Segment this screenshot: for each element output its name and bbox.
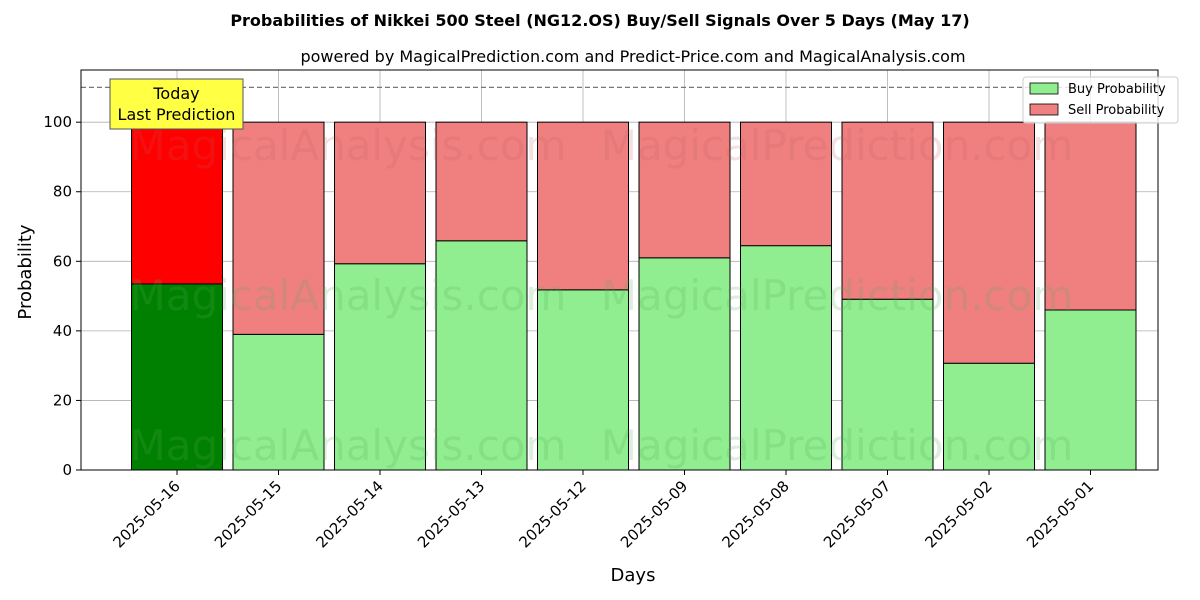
x-axis: 2025-05-16 2025-05-15 2025-05-14 2025-05-13… xyxy=(109,470,1097,551)
y-tick-label: 0 xyxy=(62,461,72,479)
x-axis-label: Days xyxy=(611,565,656,586)
bar-buy-2025-05-12 xyxy=(537,289,629,471)
legend-swatch-sell xyxy=(1029,103,1059,116)
y-tick-label: 40 xyxy=(53,322,72,340)
x-tick-label: 2025-05-08 xyxy=(718,477,792,551)
watermark-text: MagicalPrediction.com xyxy=(601,121,1074,170)
y-tick-label: 20 xyxy=(53,391,72,409)
legend-label-buy: Buy Probability xyxy=(1068,82,1166,97)
bar-buy-2025-05-01 xyxy=(1044,309,1137,471)
x-tick-label: 2025-05-07 xyxy=(820,477,894,551)
bar-buy-2025-05-08 xyxy=(740,245,832,471)
bar-buy-2025-05-13 xyxy=(435,240,528,471)
bar-sell-2025-05-07 xyxy=(841,121,934,300)
y-axis: 0 20 40 60 80 100 xyxy=(43,113,81,479)
x-tick-label: 2025-05-09 xyxy=(617,477,691,551)
bar-sell-2025-05-09 xyxy=(638,121,731,259)
bar-sell-2025-05-01 xyxy=(1044,121,1137,311)
bar-buy-2025-05-07 xyxy=(841,298,934,471)
legend-frame xyxy=(1022,76,1179,124)
annotation-box xyxy=(109,78,244,130)
watermark-text: MagicalPrediction.com xyxy=(601,421,1074,470)
x-tick-label: 2025-05-01 xyxy=(1023,477,1097,551)
plot-frame xyxy=(80,69,1159,471)
x-tick-label: 2025-05-02 xyxy=(921,477,995,551)
y-tick-label: 60 xyxy=(53,252,72,270)
chart-title: Probabilities of Nikkei 500 Steel (NG12.… xyxy=(230,11,969,30)
legend-swatch-buy xyxy=(1029,82,1059,95)
annotation-line-1: Today xyxy=(152,84,199,103)
bar-sell-2025-05-08 xyxy=(740,121,832,247)
y-tick-label: 80 xyxy=(53,183,72,201)
x-tick-label: 2025-05-14 xyxy=(312,477,386,551)
bar-sell-2025-05-16 xyxy=(131,121,223,285)
y-axis-label: Probability xyxy=(15,224,36,319)
bar-buy-2025-05-16 xyxy=(131,283,223,471)
legend: Buy Probability Sell Probability xyxy=(1022,76,1179,124)
annotation-line-2: Last Prediction xyxy=(118,105,236,124)
y-tick-label: 100 xyxy=(43,113,72,131)
bar-buy-2025-05-02 xyxy=(943,362,1035,471)
x-tick-label: 2025-05-15 xyxy=(211,477,285,551)
chart-subtitle: powered by MagicalPrediction.com and Pre… xyxy=(300,47,965,66)
x-tick-label: 2025-05-16 xyxy=(109,477,183,551)
x-tick-label: 2025-05-12 xyxy=(515,477,589,551)
bar-sell-2025-05-15 xyxy=(232,121,325,335)
watermark-text: MagicalAnalysis.com xyxy=(130,421,567,470)
bar-buy-2025-05-14 xyxy=(334,263,426,471)
x-tick-label: 2025-05-13 xyxy=(414,477,488,551)
bar-sell-2025-05-14 xyxy=(334,121,426,265)
legend-label-sell: Sell Probability xyxy=(1068,103,1165,118)
today-annotation: Today Last Prediction xyxy=(109,78,244,130)
bar-buy-2025-05-09 xyxy=(638,257,731,471)
watermark-text: MagicalPrediction.com xyxy=(601,271,1074,320)
bar-sell-2025-05-12 xyxy=(537,121,629,291)
bar-sell-2025-05-13 xyxy=(435,121,528,242)
watermark-text: MagicalAnalysis.com xyxy=(130,271,567,320)
bar-sell-2025-05-02 xyxy=(943,121,1035,364)
bars xyxy=(131,121,1137,471)
